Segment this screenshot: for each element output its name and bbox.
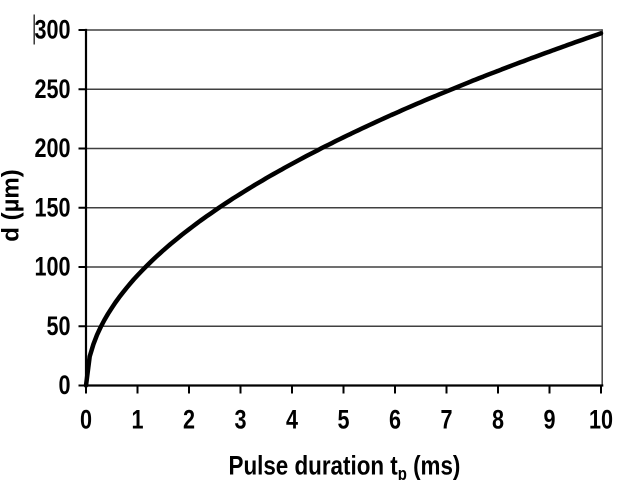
svg-text:10: 10 [589, 405, 613, 435]
svg-text:Pulse duration tp (ms): Pulse duration tp (ms) [229, 452, 461, 480]
svg-text:300: 300 [34, 15, 70, 45]
svg-text:0: 0 [80, 405, 92, 435]
svg-text:9: 9 [543, 405, 555, 435]
svg-text:3: 3 [234, 405, 246, 435]
svg-text:5: 5 [337, 405, 349, 435]
svg-text:50: 50 [46, 312, 70, 342]
svg-text:d (µm): d (µm) [0, 169, 25, 241]
svg-text:4: 4 [286, 405, 298, 435]
svg-text:200: 200 [34, 134, 70, 164]
svg-text:0: 0 [58, 371, 70, 401]
svg-text:100: 100 [34, 252, 70, 282]
svg-text:7: 7 [440, 405, 452, 435]
svg-text:1: 1 [131, 405, 143, 435]
svg-text:250: 250 [34, 75, 70, 105]
svg-text:8: 8 [492, 405, 504, 435]
svg-text:6: 6 [389, 405, 401, 435]
svg-text:150: 150 [34, 193, 70, 223]
svg-text:2: 2 [183, 405, 195, 435]
